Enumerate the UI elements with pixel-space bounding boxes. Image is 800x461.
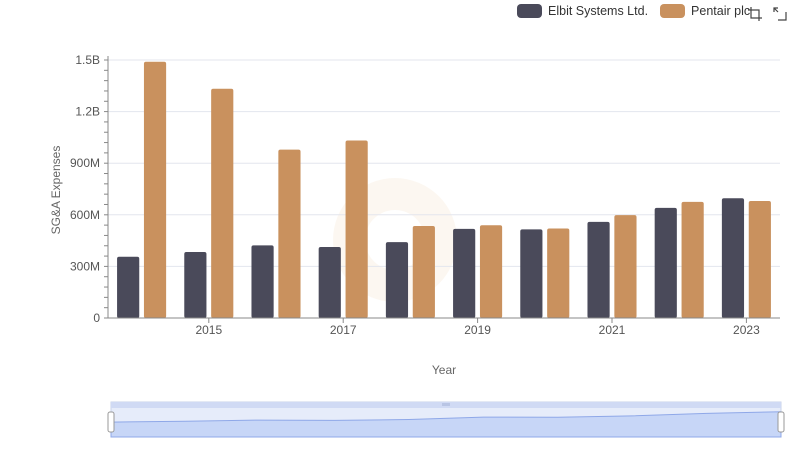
legend: Elbit Systems Ltd. Pentair plc: [517, 4, 750, 18]
y-tick-label: 900M: [70, 156, 100, 170]
y-axis: 0 300M 600M 900M 1.2B 1.5B: [70, 53, 109, 325]
reset-icon[interactable]: [772, 6, 788, 22]
bar-elbit-2021[interactable]: [587, 221, 610, 318]
bar-elbit-2018[interactable]: [385, 242, 409, 318]
bar-elbit-2022[interactable]: [654, 207, 677, 318]
legend-swatch-elbit: [517, 4, 542, 18]
y-tick-label: 0: [93, 311, 100, 325]
bar-elbit-2017[interactable]: [318, 246, 341, 318]
legend-item-elbit[interactable]: Elbit Systems Ltd.: [517, 4, 648, 18]
y-tick-label: 300M: [70, 259, 100, 273]
bar-pentair-2020[interactable]: [547, 228, 570, 318]
x-tick-label: 2021: [599, 323, 626, 337]
bar-elbit-2019[interactable]: [453, 228, 476, 318]
legend-item-pentair[interactable]: Pentair plc: [660, 4, 750, 18]
bar-elbit-2014[interactable]: [117, 256, 140, 318]
range-slider[interactable]: [107, 401, 785, 438]
y-axis-label: SG&A Expenses: [49, 146, 63, 235]
box-zoom-icon[interactable]: [747, 6, 763, 22]
y-tick-label: 600M: [70, 208, 100, 222]
grid: [108, 59, 780, 319]
range-slider-left-handle[interactable]: [107, 411, 115, 433]
bar-pentair-2014[interactable]: [143, 61, 167, 318]
x-tick-label: 2019: [464, 323, 491, 337]
x-axis: 2015 2017 2019 2021 2023: [108, 317, 780, 337]
bar-pentair-2023[interactable]: [748, 201, 771, 318]
bars: [117, 61, 771, 318]
x-tick-label: 2023: [733, 323, 760, 337]
bar-pentair-2018[interactable]: [412, 225, 435, 318]
legend-swatch-pentair: [660, 4, 686, 18]
x-tick-label: 2015: [195, 323, 222, 337]
bar-pentair-2015[interactable]: [211, 88, 234, 318]
range-slider-right-handle[interactable]: [777, 411, 785, 433]
bar-pentair-2019[interactable]: [479, 225, 503, 318]
x-tick-label: 2017: [330, 323, 357, 337]
legend-label-elbit: Elbit Systems Ltd.: [548, 4, 649, 18]
legend-label-pentair: Pentair plc: [691, 4, 751, 18]
bar-elbit-2016[interactable]: [251, 245, 274, 318]
bar-pentair-2021[interactable]: [614, 215, 637, 318]
bar-pentair-2017[interactable]: [345, 140, 368, 318]
x-axis-label: Year: [432, 363, 456, 377]
chart-toolbar: [747, 6, 788, 22]
y-tick-label: 1.5B: [75, 53, 100, 67]
bar-elbit-2020[interactable]: [520, 229, 543, 318]
bar-elbit-2015[interactable]: [184, 251, 207, 318]
bar-elbit-2023[interactable]: [721, 198, 745, 318]
bar-pentair-2016[interactable]: [278, 149, 301, 318]
bar-pentair-2022[interactable]: [681, 201, 704, 318]
y-tick-label: 1.2B: [75, 105, 100, 119]
range-slider-grip[interactable]: [442, 403, 450, 406]
